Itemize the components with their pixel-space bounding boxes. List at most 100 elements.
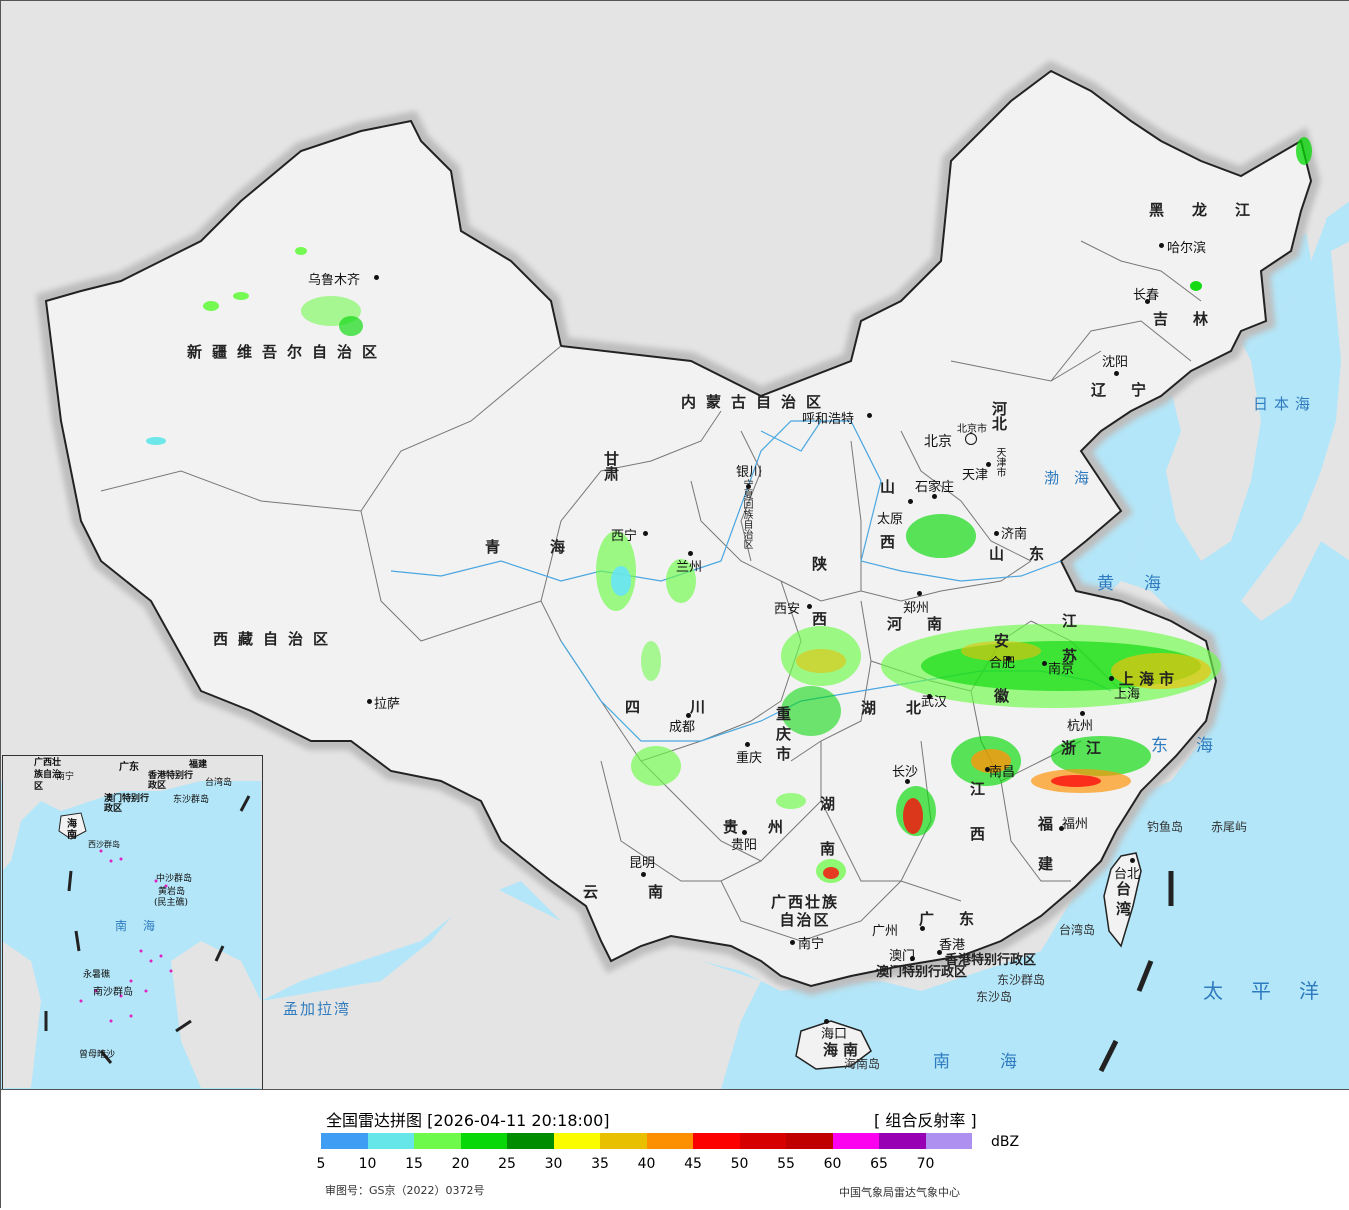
city-lanzhou: 兰州 (676, 560, 703, 575)
city-yinchuan: 银川 (736, 465, 763, 480)
label-chongqing-shi: 重庆市 (774, 706, 792, 766)
city-dot (746, 484, 751, 489)
city-wuhan: 武汉 (921, 695, 948, 710)
city-taiyuan: 太原 (877, 512, 904, 527)
label-zhejiang: 浙江 (1061, 739, 1112, 757)
city-beijing-shi: 北京市 (957, 424, 987, 435)
city-dot (1114, 371, 1119, 376)
city-nanning: 南宁 (798, 937, 825, 952)
scale-swatch (879, 1133, 926, 1149)
scale-tick-label: 5 (316, 1156, 326, 1172)
sea-pacific-label: 太平洋 (1203, 979, 1347, 1003)
city-dot (367, 699, 372, 704)
city-tianjin-shi: 天津市 (994, 447, 1005, 477)
scale-tick-label: 15 (405, 1156, 423, 1172)
city-xianggang: 香港 (939, 938, 966, 953)
sea-bohai-label: 渤海 (1044, 469, 1105, 487)
inset-label-minzhujiao: (民主礁) (154, 898, 189, 908)
city-beijing: 北京 (924, 434, 952, 450)
label-liaoning: 辽宁 (1091, 381, 1172, 399)
scale-tick-label: 10 (358, 1156, 377, 1172)
inset-label-guangdong: 广东 (119, 762, 139, 773)
city-wulumuqi: 乌鲁木齐 (308, 273, 361, 288)
scale-tick-label: 65 (870, 1156, 888, 1172)
inset-label-huangyan: 黄岩岛 (158, 887, 186, 897)
city-dot (1059, 826, 1064, 831)
label-neimenggu: 内蒙古自治区 (681, 393, 832, 411)
city-dot (994, 531, 999, 536)
label-hubei: 湖北 (861, 699, 952, 717)
sea-bengal-label: 孟加拉湾 (283, 1000, 352, 1018)
city-dot (1145, 299, 1150, 304)
label-shanghai-shi: 上海市 (1119, 670, 1180, 688)
city-dot (908, 499, 913, 504)
label-qinghai: 青海 (485, 538, 616, 556)
city-dot (1080, 711, 1085, 716)
label-fujian: 福建 (1036, 816, 1054, 896)
city-hefei: 合肥 (989, 656, 1016, 671)
inset-label-hongkong: 香港特别行政区 (148, 771, 194, 791)
scale-tick-label: 20 (451, 1156, 470, 1172)
legend-panel: 全国雷达拼图 [2026-04-11 20:18:00] [ 组合反射率 ] d… (1, 1089, 1349, 1210)
island-dongsha: 东沙岛 (976, 990, 1013, 1004)
label-anhui: 安徽 (992, 633, 1010, 743)
inset-label-dongsha: 东沙群岛 (173, 795, 210, 805)
scale-swatch (460, 1133, 507, 1149)
city-dot (643, 531, 648, 536)
inset-label-zhongsha: 中沙群岛 (156, 874, 193, 884)
scale-tick-label: 45 (684, 1156, 702, 1172)
label-hainan: 海南 (823, 1041, 864, 1059)
city-xining: 西宁 (611, 529, 638, 544)
inset-label-nanning: 南宁 (56, 772, 75, 782)
city-dot (686, 713, 691, 718)
label-heilongjiang: 黑龙江 (1149, 201, 1279, 219)
city-jinan: 济南 (1001, 527, 1028, 542)
city-lasa: 拉萨 (374, 697, 401, 712)
city-chongqing: 重庆 (736, 751, 763, 766)
taiwan-land (1103, 852, 1142, 948)
scale-swatch (553, 1133, 600, 1149)
city-dot (807, 604, 812, 609)
scale-tick-label: 30 (544, 1156, 563, 1172)
city-dot (910, 956, 915, 961)
city-haerbin: 哈尔滨 (1167, 241, 1207, 256)
inset-label-yongshu: 永暑礁 (83, 970, 111, 980)
label-guizhou: 贵州 (723, 818, 814, 836)
scale-swatch (832, 1133, 879, 1149)
scale-tick-label: 40 (637, 1156, 656, 1172)
label-taiwan: 台湾 (1114, 881, 1132, 921)
inset-map (2, 755, 261, 1088)
label-jiangsu: 江苏 (1060, 613, 1078, 683)
city-guiyang: 贵阳 (731, 838, 758, 853)
city-aomen: 澳门 (889, 949, 916, 964)
city-nanjing: 南京 (1048, 662, 1075, 677)
city-fuzhou: 福州 (1062, 817, 1089, 832)
indochina-land (261, 881, 761, 1089)
approval-number: 审图号：GS京（2022）0372号 (325, 1184, 485, 1197)
label-jilin: 吉林 (1153, 310, 1234, 328)
scale-swatch (925, 1133, 972, 1149)
city-chengdu: 成都 (669, 720, 696, 735)
inset-label-fujian: 福建 (189, 760, 208, 770)
sea-donghai-label: 东海 (1151, 736, 1241, 756)
scale-swatch (646, 1133, 693, 1149)
city-dot (1109, 676, 1114, 681)
city-changchun: 长春 (1133, 288, 1160, 303)
capital-marker-icon (965, 433, 977, 445)
scale-swatch (786, 1133, 833, 1149)
legend-title: 全国雷达拼图 [2026-04-11 20:18:00] (326, 1111, 610, 1130)
japan-land (1241, 241, 1349, 621)
sea-japan-label: 日本海 (1253, 395, 1317, 413)
label-jiangxi: 江西 (968, 781, 986, 871)
city-shenyang: 沈阳 (1102, 355, 1129, 370)
city-dot (790, 940, 795, 945)
label-hongkong-sar: 香港特别行政区 (945, 953, 1037, 968)
radar-echoes (146, 137, 1312, 883)
sea-nanhai-label: 南海 (933, 1052, 1067, 1072)
scale-tick-label: 35 (591, 1156, 609, 1172)
city-dot (985, 767, 990, 772)
label-xizang: 西藏自治区 (213, 630, 339, 648)
inset-label-xisha: 西沙群岛 (88, 840, 120, 849)
label-guangxi: 广西壮族自治区 (770, 893, 839, 929)
